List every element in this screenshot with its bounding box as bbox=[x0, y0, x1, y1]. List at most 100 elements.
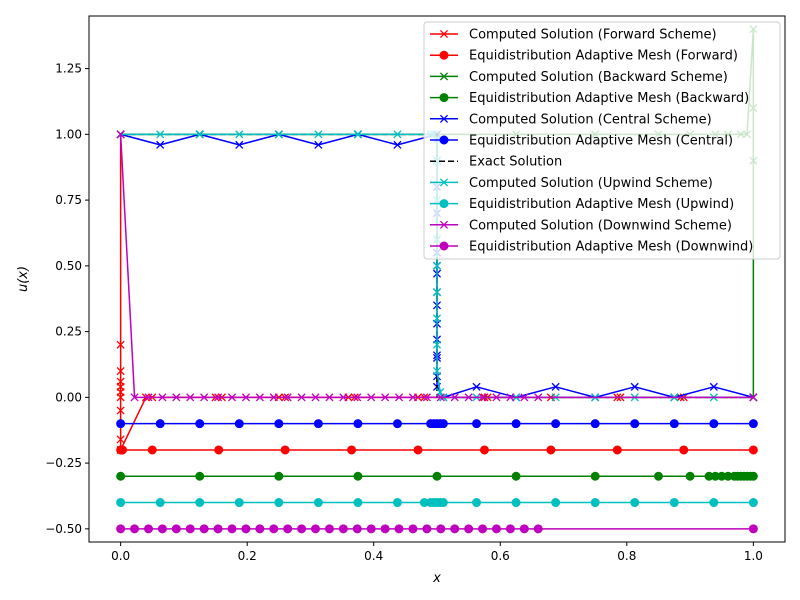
data-point bbox=[227, 393, 237, 402]
data-point bbox=[590, 471, 600, 481]
data-point bbox=[274, 498, 284, 508]
data-point bbox=[353, 393, 362, 402]
series-layer bbox=[116, 25, 758, 534]
series-2 bbox=[116, 445, 758, 455]
data-point bbox=[669, 498, 679, 508]
data-point bbox=[144, 393, 153, 402]
data-point bbox=[511, 498, 521, 508]
data-point bbox=[314, 140, 323, 149]
x-axis-ticks: 0.0 0.2 0.4 0.6 0.8 1.0 bbox=[111, 542, 763, 563]
y-tick-label: −0.25 bbox=[45, 456, 82, 470]
legend-swatch-marker bbox=[439, 72, 449, 81]
data-point bbox=[116, 435, 125, 444]
data-point bbox=[748, 471, 758, 481]
x-tick-label: 0.2 bbox=[238, 549, 257, 563]
legend-label: Equidistribution Adaptive Mesh (Central) bbox=[469, 134, 733, 149]
x-tick-label: 0.6 bbox=[491, 549, 510, 563]
data-point bbox=[227, 524, 237, 534]
data-point bbox=[551, 382, 560, 391]
data-point bbox=[297, 524, 307, 534]
legend-entry: Computed Solution (Central Scheme) bbox=[430, 112, 712, 127]
x-tick-label: 0.8 bbox=[617, 549, 636, 563]
data-point bbox=[436, 393, 445, 402]
data-point bbox=[709, 419, 719, 429]
data-point bbox=[116, 130, 125, 139]
data-point bbox=[748, 445, 758, 455]
legend-swatch-marker bbox=[439, 50, 449, 60]
legend-swatch-marker bbox=[439, 114, 449, 123]
data-point bbox=[195, 471, 205, 481]
data-point bbox=[450, 524, 460, 534]
data-point bbox=[630, 382, 639, 391]
data-point bbox=[505, 524, 515, 534]
data-point bbox=[158, 393, 167, 402]
data-point bbox=[472, 382, 481, 391]
legend-entry: Equidistribution Adaptive Mesh (Backward… bbox=[430, 91, 749, 106]
x-tick-label: 0.4 bbox=[364, 549, 383, 563]
data-point bbox=[283, 393, 292, 402]
data-point bbox=[432, 261, 442, 270]
data-point bbox=[116, 471, 126, 481]
y-tick-label: 0.75 bbox=[55, 193, 82, 207]
data-point bbox=[479, 445, 489, 455]
data-point bbox=[269, 524, 279, 534]
data-point bbox=[709, 382, 718, 391]
legend-entry: Equidistribution Adaptive Mesh (Downwind… bbox=[430, 240, 753, 255]
data-point bbox=[748, 419, 758, 429]
data-point bbox=[436, 524, 446, 534]
data-point bbox=[255, 393, 264, 402]
data-point bbox=[283, 524, 293, 534]
legend-swatch-marker bbox=[439, 199, 449, 209]
data-point bbox=[392, 419, 402, 429]
legend-entry: Computed Solution (Forward Scheme) bbox=[430, 28, 717, 43]
legend-label: Computed Solution (Backward Scheme) bbox=[469, 70, 728, 85]
data-point bbox=[311, 393, 320, 402]
data-point bbox=[339, 393, 348, 402]
data-point bbox=[186, 393, 195, 402]
legend-swatch-marker bbox=[439, 178, 449, 187]
y-tick-label: 1.25 bbox=[55, 62, 82, 76]
data-point bbox=[274, 419, 284, 429]
legend-entry: Exact Solution bbox=[430, 155, 562, 170]
data-point bbox=[195, 498, 205, 508]
data-point bbox=[274, 130, 283, 139]
data-point bbox=[533, 524, 543, 534]
legend-label: Exact Solution bbox=[469, 155, 562, 170]
series-10 bbox=[116, 130, 758, 402]
y-tick-label: 0.50 bbox=[55, 259, 82, 273]
legend-entry: Equidistribution Adaptive Mesh (Central) bbox=[430, 134, 733, 149]
data-point bbox=[748, 498, 758, 508]
data-point bbox=[653, 471, 663, 481]
series-4 bbox=[116, 471, 758, 481]
data-point bbox=[274, 471, 284, 481]
data-point bbox=[413, 445, 423, 455]
data-point bbox=[130, 393, 139, 402]
data-point bbox=[185, 524, 195, 534]
x-tick-label: 0.0 bbox=[111, 549, 130, 563]
data-point bbox=[709, 498, 719, 508]
data-point bbox=[491, 524, 501, 534]
x-axis-label: x bbox=[432, 571, 441, 586]
data-point bbox=[380, 524, 390, 534]
data-point bbox=[156, 130, 165, 139]
data-point bbox=[590, 419, 600, 429]
data-point bbox=[213, 524, 223, 534]
data-point bbox=[506, 393, 515, 402]
data-point bbox=[432, 314, 442, 323]
data-point bbox=[393, 130, 402, 139]
data-point bbox=[171, 524, 181, 534]
data-point bbox=[214, 393, 223, 402]
legend-label: Computed Solution (Upwind Scheme) bbox=[469, 176, 713, 191]
data-point bbox=[313, 498, 323, 508]
data-point bbox=[314, 130, 323, 139]
data-point bbox=[118, 445, 128, 455]
data-point bbox=[116, 340, 125, 349]
legend-label: Equidistribution Adaptive Mesh (Upwind) bbox=[469, 197, 734, 212]
legend-label: Computed Solution (Forward Scheme) bbox=[469, 28, 717, 43]
data-point bbox=[478, 524, 488, 534]
legend-label: Equidistribution Adaptive Mesh (Forward) bbox=[469, 49, 738, 64]
legend-frame bbox=[423, 21, 781, 260]
y-axis-ticks: −0.50 −0.25 0.00 0.25 0.50 0.75 1.00 1.25 bbox=[45, 62, 89, 536]
data-point bbox=[195, 130, 204, 139]
